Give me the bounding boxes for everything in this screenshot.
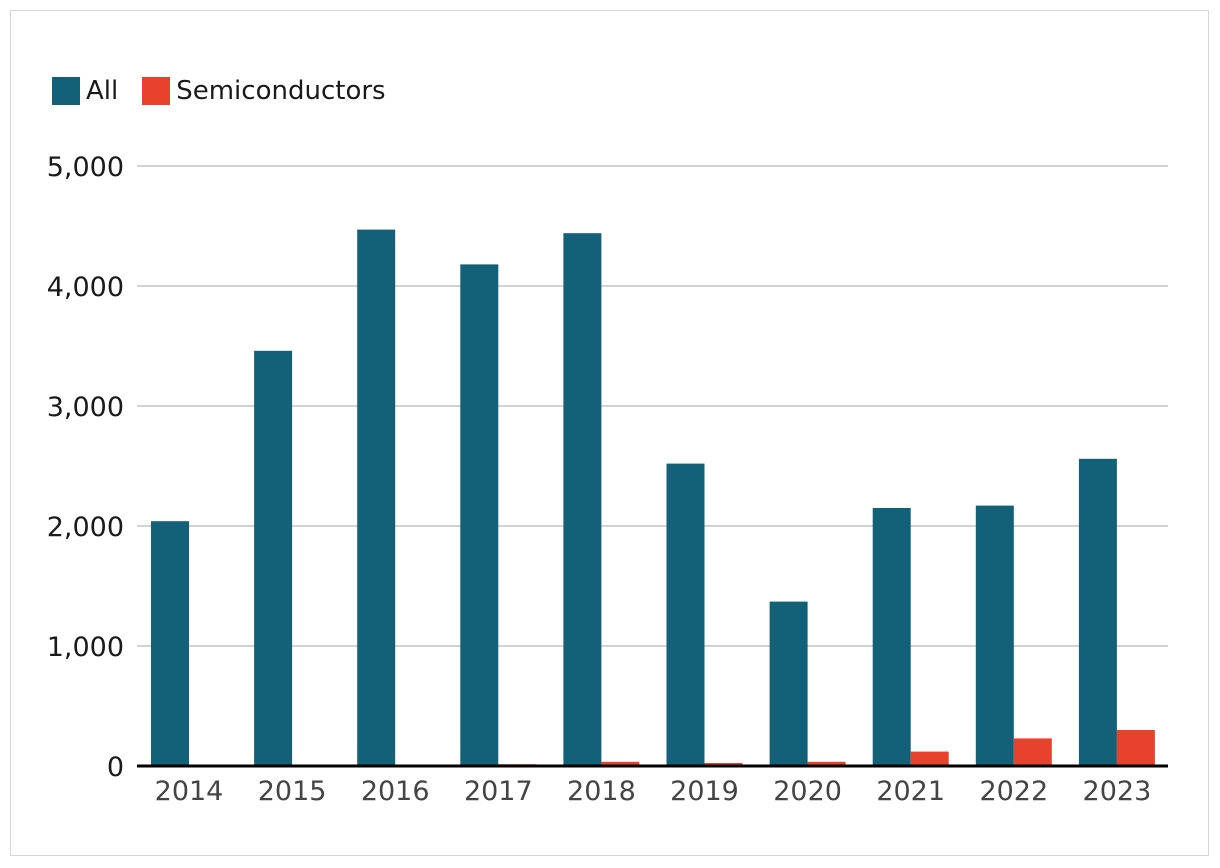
bar-all	[151, 521, 189, 766]
bar-all	[357, 229, 396, 767]
x-tick-label: 2021	[876, 776, 945, 807]
bar-all	[666, 463, 705, 766]
legend-label-all: All	[86, 76, 119, 106]
bar-all	[1078, 458, 1117, 766]
x-tick-label: 2022	[979, 776, 1048, 807]
bar-all	[563, 233, 602, 766]
bar-semiconductors	[1013, 738, 1052, 766]
bar-semiconductors	[601, 761, 640, 766]
bar-semiconductors	[910, 751, 949, 766]
x-tick-label: 2018	[567, 776, 636, 807]
bar-all	[460, 264, 499, 766]
x-tick-label: 2019	[670, 776, 739, 807]
bar-all	[254, 350, 293, 766]
chart-legend: All Semiconductors	[52, 74, 410, 108]
y-tick-label: 2,000	[47, 512, 124, 543]
x-tick-label: 2015	[258, 776, 327, 807]
y-tick-label: 1,000	[47, 632, 124, 663]
legend-swatch-all	[52, 77, 80, 105]
bar-all	[769, 601, 808, 766]
x-tick-label: 2023	[1083, 776, 1152, 807]
x-tick-label: 2020	[773, 776, 842, 807]
bar-all	[975, 505, 1014, 766]
y-tick-label: 0	[107, 752, 124, 783]
legend-item-semiconductors: Semiconductors	[142, 76, 405, 106]
x-tick-label: 2016	[361, 776, 430, 807]
bar-all	[872, 508, 911, 766]
x-tick-label: 2014	[155, 776, 224, 807]
bar-semiconductors	[807, 761, 846, 766]
legend-swatch-semiconductors	[142, 77, 171, 105]
y-tick-label: 3,000	[47, 392, 124, 423]
bar-semiconductors	[1116, 730, 1155, 766]
x-tick-label: 2017	[464, 776, 533, 807]
y-tick-label: 4,000	[47, 272, 124, 303]
y-tick-label: 5,000	[47, 152, 124, 183]
legend-label-semiconductors: Semiconductors	[176, 76, 386, 106]
legend-item-all: All	[52, 76, 138, 106]
